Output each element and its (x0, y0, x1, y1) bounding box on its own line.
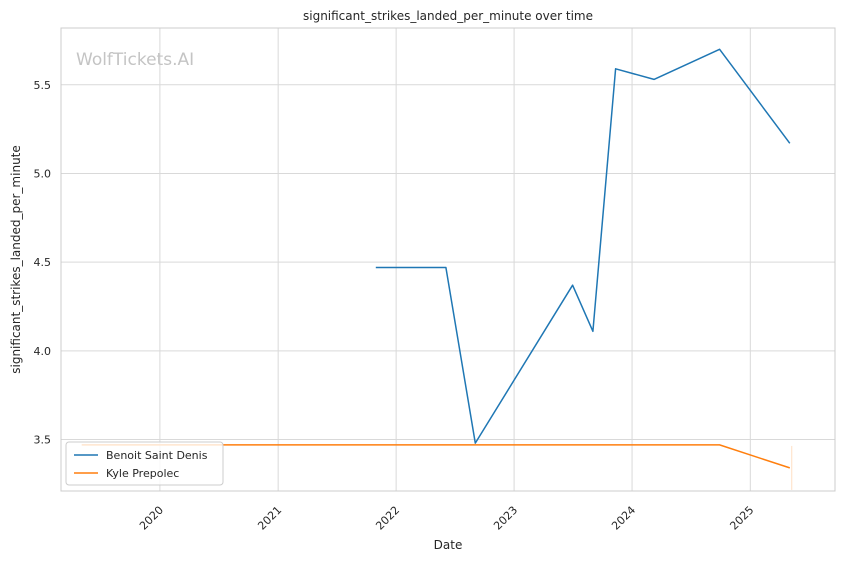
y-tick-label: 4.5 (34, 256, 52, 269)
y-tick-label: 3.5 (34, 434, 52, 447)
chart-title: significant_strikes_landed_per_minute ov… (303, 9, 593, 23)
legend-label-1: Benoit Saint Denis (106, 449, 208, 462)
y-tick-label: 5.0 (34, 167, 52, 180)
y-axis-label: significant_strikes_landed_per_minute (9, 145, 23, 374)
watermark-text: WolfTickets.AI (76, 50, 194, 70)
legend: Benoit Saint Denis Kyle Prepolec (65, 441, 224, 486)
y-tick-label: 4.0 (34, 345, 52, 358)
grid-lines (61, 28, 835, 491)
series-line-2 (81, 444, 791, 469)
y-tick-label: 5.5 (34, 79, 52, 92)
series-line-1 (375, 48, 791, 444)
x-axis-label: Date (434, 538, 463, 552)
legend-box (65, 441, 224, 486)
y-axis-ticks: 3.5 4.0 4.5 5.0 5.5 (34, 79, 52, 447)
series-layer (81, 48, 793, 490)
plot-area-frame (60, 27, 836, 492)
legend-label-2: Kyle Prepolec (106, 467, 179, 480)
